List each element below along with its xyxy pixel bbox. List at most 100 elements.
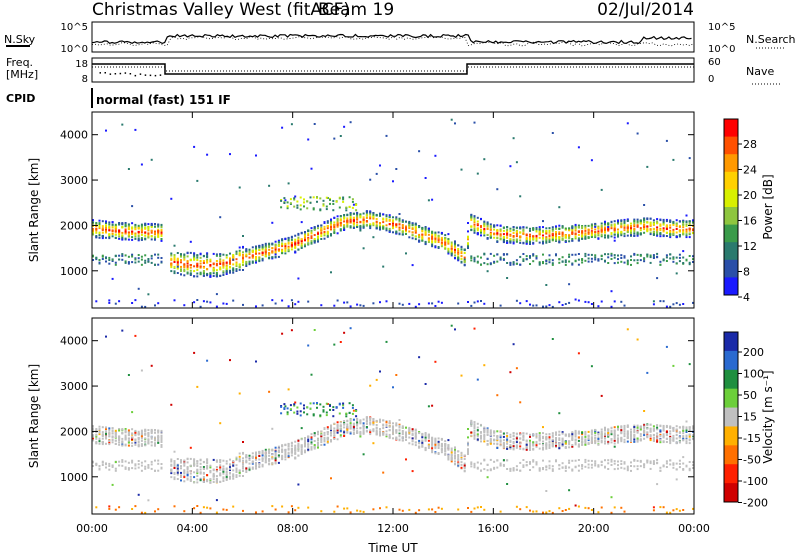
power-cell — [607, 262, 610, 264]
velocity-cell — [333, 343, 336, 346]
power-cell — [506, 236, 509, 239]
velocity-cell — [320, 441, 323, 444]
velocity-cell — [421, 433, 424, 436]
power-cell — [633, 232, 636, 235]
power-cell — [121, 231, 124, 234]
power-cell — [101, 220, 104, 223]
velocity-cell — [502, 432, 505, 435]
power-cell — [688, 236, 691, 239]
power-cell — [499, 238, 502, 241]
power-cell — [600, 235, 603, 238]
power-cell — [242, 245, 244, 248]
power-cell — [502, 258, 505, 261]
velocity-cell — [398, 429, 401, 432]
velocity-cell — [532, 441, 535, 444]
velocity-cell — [480, 435, 482, 438]
velocity-cell — [206, 506, 209, 509]
velocity-cell — [180, 461, 182, 464]
power-cell — [105, 224, 107, 227]
velocity-cell — [140, 469, 143, 472]
velocity-cell — [411, 433, 414, 436]
power-cell — [303, 205, 305, 208]
power-cell — [95, 256, 98, 259]
power-cell — [310, 167, 313, 170]
power-cell — [672, 303, 675, 306]
velocity-cell — [111, 435, 114, 438]
power-cell — [343, 227, 346, 230]
power-cell — [623, 222, 626, 225]
velocity-cell — [512, 467, 515, 470]
power-cell — [450, 247, 453, 250]
power-cell — [258, 257, 261, 259]
velocity-cell — [268, 458, 271, 461]
power-cell — [274, 244, 277, 247]
velocity-cell — [555, 439, 557, 441]
velocity-cell — [313, 432, 316, 435]
power-cell — [577, 299, 580, 302]
power-cell — [493, 233, 496, 236]
velocity-cell — [431, 404, 434, 407]
velocity-cell — [186, 468, 189, 471]
power-cell — [499, 224, 502, 227]
velocity-cell — [339, 434, 342, 437]
power-cell — [590, 303, 593, 305]
power-cell — [590, 236, 593, 238]
power-cell — [411, 237, 414, 240]
power-cell — [682, 233, 685, 236]
power-cell — [108, 221, 111, 224]
power-cell — [212, 268, 215, 271]
velocity-cell — [144, 437, 147, 440]
velocity-cell — [157, 459, 160, 462]
velocity-cell — [121, 460, 124, 463]
power-cell — [310, 237, 313, 240]
power-cell — [483, 232, 486, 235]
velocity-cell — [463, 462, 466, 465]
power-cell — [342, 200, 345, 203]
velocity-cell — [454, 328, 456, 331]
velocity-cell — [535, 441, 538, 444]
power-cell — [571, 263, 574, 266]
power-cell — [460, 257, 463, 260]
velocity-cell — [431, 508, 434, 511]
power-cell — [322, 204, 325, 207]
velocity-cell — [202, 476, 205, 478]
velocity-cell — [255, 462, 257, 464]
velocity-cell — [232, 473, 235, 476]
power-cell — [186, 260, 189, 263]
power-cell — [617, 254, 619, 257]
velocity-cell — [568, 443, 571, 446]
velocity-cell — [215, 470, 218, 473]
power-cell — [154, 232, 156, 235]
velocity-cell — [284, 454, 287, 457]
power-cell — [392, 231, 394, 234]
power-cell — [118, 254, 121, 257]
power-cell — [379, 227, 381, 229]
power-cell — [336, 223, 339, 226]
power-cell — [692, 219, 694, 222]
velocity-cell — [108, 431, 111, 434]
power-cell — [440, 243, 443, 246]
velocity-cell — [121, 464, 124, 467]
power-cell — [597, 234, 600, 237]
velocity-cell — [196, 472, 199, 475]
noise-panel-frame — [91, 21, 695, 53]
velocity-cell — [483, 426, 486, 429]
power-cell — [577, 233, 580, 236]
power-cell — [414, 229, 417, 232]
power-cell — [568, 255, 571, 258]
velocity-cell — [206, 459, 209, 462]
power-cell — [662, 219, 665, 222]
power-cell — [170, 257, 173, 260]
power-cell — [375, 172, 378, 175]
velocity-cell — [594, 431, 597, 434]
power-cell — [196, 264, 199, 267]
velocity-cell — [108, 439, 111, 442]
power-cell — [558, 237, 561, 239]
velocity-cell — [467, 444, 469, 447]
velocity-cell — [431, 446, 434, 449]
power-cell — [118, 300, 121, 303]
power-cell — [597, 230, 600, 233]
velocity-cell — [454, 446, 456, 449]
power-cell — [522, 241, 525, 244]
